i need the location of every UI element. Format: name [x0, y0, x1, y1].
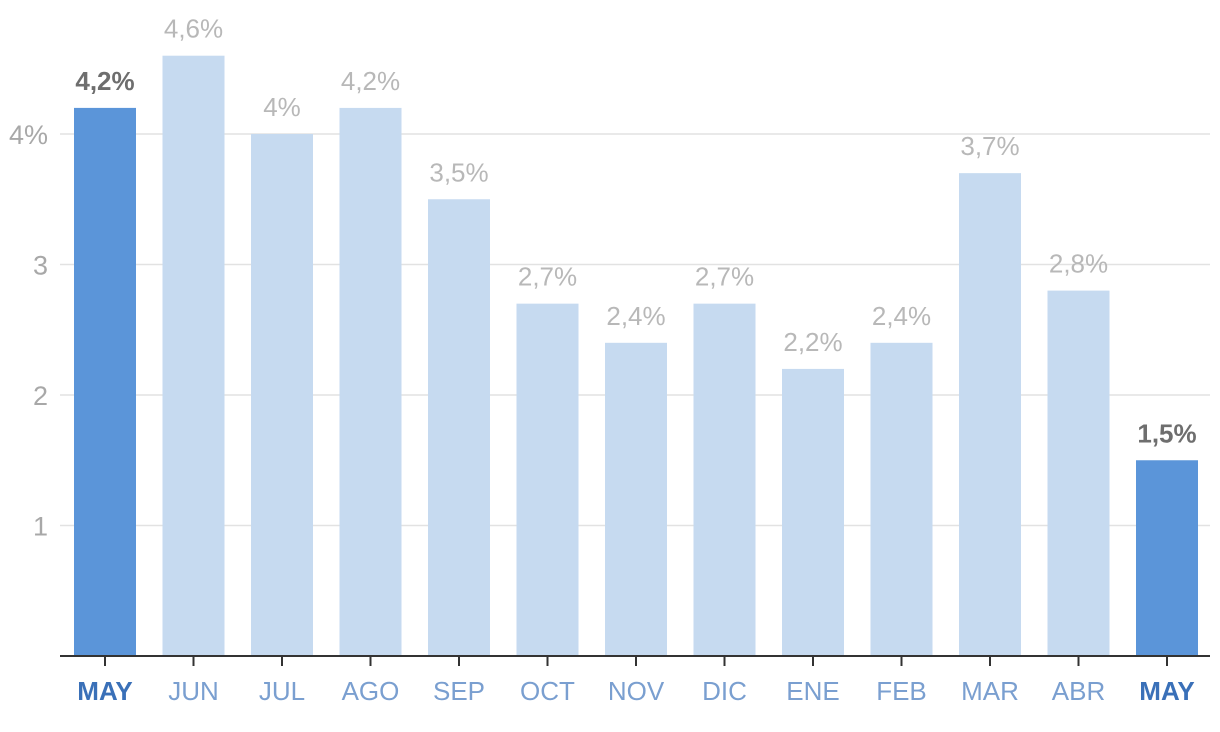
x-tick-label: ENE — [786, 676, 839, 706]
bar — [162, 55, 225, 656]
bar — [1047, 290, 1110, 656]
y-axis-ticks: 1 2 3 4% — [9, 120, 48, 542]
bar — [959, 173, 1021, 656]
x-tick-label: OCT — [520, 676, 575, 706]
x-axis-labels: MAY JUN JUL AGO SEP OCT NOV DIC ENE FEB MAR ABR MAY — [77, 676, 1194, 706]
data-label: 2,2% — [783, 327, 842, 357]
bar — [251, 134, 313, 656]
data-labels: 4,2% 4,6% 4% 4,2% 3,5% 2,7% 2,4% 2,7% 2,2% 2,4% 3,… — [75, 14, 1196, 449]
x-axis-ticks — [104, 656, 1168, 666]
bar — [74, 107, 136, 656]
x-tick-label: JUL — [259, 676, 305, 706]
data-label: 4,2% — [75, 66, 134, 96]
y-tick-label: 4% — [9, 120, 48, 150]
x-tick-label: NOV — [608, 676, 665, 706]
x-tick-label: MAR — [961, 676, 1019, 706]
bars — [74, 55, 1198, 656]
data-label: 4,6% — [164, 14, 223, 44]
x-tick-label: AGO — [342, 676, 400, 706]
bar — [605, 342, 667, 656]
x-tick-label: MAY — [1139, 676, 1194, 706]
x-tick-label: FEB — [876, 676, 927, 706]
bar — [693, 303, 756, 656]
x-tick-label: DIC — [702, 676, 747, 706]
data-label: 4,2% — [341, 66, 400, 96]
x-tick-label: MAY — [77, 676, 132, 706]
x-tick-label: ABR — [1052, 676, 1105, 706]
bar — [339, 107, 402, 656]
data-label: 2,7% — [518, 262, 577, 292]
x-tick-label: JUN — [168, 676, 219, 706]
bar — [428, 199, 490, 656]
data-label: 1,5% — [1137, 418, 1196, 448]
y-tick-label: 2 — [33, 381, 48, 411]
data-label: 2,4% — [606, 301, 665, 331]
bar — [516, 303, 579, 656]
data-label: 4% — [263, 92, 301, 122]
y-tick-label: 1 — [33, 512, 48, 542]
data-label: 3,7% — [960, 131, 1019, 161]
x-tick-label: SEP — [433, 676, 485, 706]
data-label: 2,7% — [695, 262, 754, 292]
y-tick-label: 3 — [33, 251, 48, 281]
data-label: 3,5% — [429, 157, 488, 187]
data-label: 2,4% — [872, 301, 931, 331]
bar — [782, 368, 844, 656]
bar — [1136, 460, 1198, 656]
bar — [870, 342, 933, 656]
data-label: 2,8% — [1049, 249, 1108, 279]
